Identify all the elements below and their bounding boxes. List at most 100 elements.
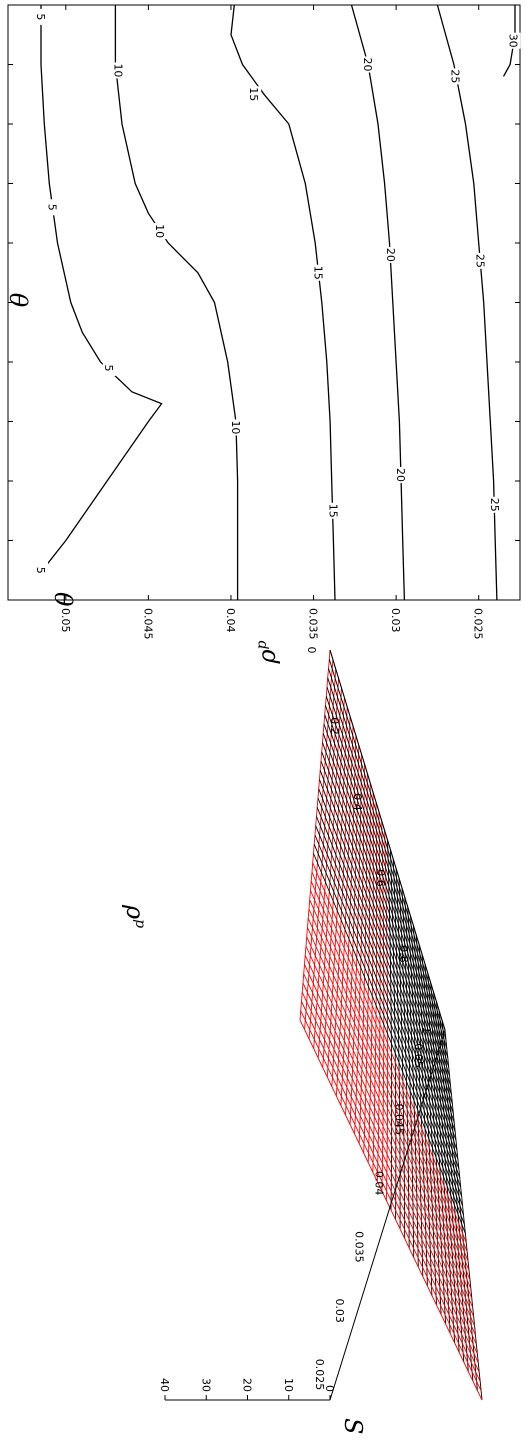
contour-label: 25 [488,498,501,512]
contour-label: 15 [312,266,325,280]
contour-rho-label: ρp [253,640,281,664]
surface-s-tick-label: 0 [323,1385,336,1392]
surface-grid-line [315,825,464,1206]
surface-grid-line [318,788,460,1169]
contour-label: 5 [34,567,47,574]
contour-rho-tick-label: 0.025 [472,608,485,640]
surface-rho-tick-label: 0.045 [392,1104,405,1136]
surface-grid-line [308,908,472,1290]
surface-s-tick-label: 20 [241,1378,254,1392]
surface-grid-line [313,853,466,1234]
contour-label: 10 [112,63,125,77]
surface-rho-tick-label: 0.03 [333,1298,346,1323]
surface-base-axis [329,649,446,1401]
contour-label-bg [102,359,116,376]
surface-grid-line [326,686,450,1068]
contour-label-bg [507,32,521,49]
surface-rho-tick-label: 0.05 [412,1043,425,1068]
surface-grid-line [324,714,452,1095]
contour-line [37,5,163,577]
contour-rho-tick-label: 0.05 [59,608,72,633]
contour-label: 5 [102,364,115,371]
contour-label-bg [153,223,167,240]
surface-grid-line [316,816,463,1197]
contour-label: 25 [449,69,462,83]
surface-theta-tick-label: 0.6 [374,869,387,887]
surface-grid-line [311,871,468,1253]
surface-theta-tick-label: 0 [305,647,318,654]
contour-label: 15 [326,504,339,518]
contour-label-bg [327,502,341,519]
contour-line [114,5,239,600]
surface-grid-line [354,763,365,1135]
surface-grid-line [314,834,464,1216]
surface-grid-line [301,1001,481,1382]
surface-theta-tick-label: 1 [420,1027,433,1034]
contour-rho-tick-label: 0.04 [224,608,237,633]
contour-theta-tick-label: 0.9 [0,532,2,550]
contour-theta-tick-label: 0.1 [0,56,2,74]
surface-s-ticks: 0 10 20 30 40 [158,1378,336,1400]
contour-theta-tick-label: 0.2 [0,115,2,133]
surface-rho-tick-label: 0.04 [372,1171,385,1196]
surface-grid-line [328,668,448,1049]
surface-grid-line [322,742,455,1123]
contour-theta-ticks: 0 0.1 0.2 0.3 0.4 0.5 0.6 0.7 0.8 0.9 [0,2,520,550]
surface-grid-line [327,677,449,1058]
contour-label-bg [35,562,49,579]
contour-rho-tick-label: 0.045 [141,608,154,640]
surface-grid-line [300,1010,482,1391]
contour-label-bg [248,86,262,103]
contour-lines [37,4,516,601]
surface-grid-line [304,955,476,1336]
surface-grid-line [328,659,447,1040]
contour-label: 30 [506,34,519,48]
surface-rho-tick-label: 0.025 [313,1359,326,1391]
surface-grid-line [310,881,469,1262]
surface-rho-ticks: 0.025 0.03 0.035 0.04 0.045 0.05 [313,1043,425,1390]
contour-labels: 5 5 5 5 10 10 10 15 15 15 20 20 20 25 25 25 30 [34,8,521,579]
contour-line [436,4,498,601]
surface-s-tick-label: 10 [282,1378,295,1392]
contour-label: 20 [384,248,397,262]
contour-label-bg [395,467,409,484]
contour-line [350,4,406,601]
contour-label-bg [229,419,243,436]
contour-label: 20 [361,58,374,72]
surface-s-label: S [339,1418,367,1434]
contour-theta-tick-label: 0.6 [0,353,2,371]
contour-label-bg [35,8,49,25]
contour-label-bg [489,496,503,513]
surface-grid-line [310,890,470,1271]
contour-line [502,5,516,77]
contour-theta-tick-label: 0.5 [0,294,2,312]
surface-grid-line [321,751,456,1132]
contour-label-bg [474,252,488,269]
surface-s-tick-label: 30 [199,1378,212,1392]
surface-grid-line [313,844,465,1225]
surface-grid-line [319,770,458,1151]
surface-grid-line [299,1019,483,1401]
contour-theta-tick-label: 0.8 [0,472,2,490]
contour-label: 10 [229,420,242,434]
surface-grid-line [320,760,457,1142]
surface-grid-line [317,797,461,1179]
surface-grid-line [304,964,477,1345]
contour-rho-tick-label: 0.035 [307,608,320,640]
contour-label-bg [312,264,326,281]
surface-grid-line [323,723,453,1105]
surface-grid-line [412,925,433,1296]
surface-grid-line [325,696,451,1077]
surface-grid-line [301,992,480,1373]
surface-theta-tick-label: 0.8 [397,945,410,963]
contour-label-bg [385,246,399,263]
surface-grid-line [302,982,479,1364]
contour-label: 15 [247,87,260,101]
contour-label: 5 [34,13,47,20]
surface-grid-line [322,733,454,1114]
contour-label-bg [362,56,376,73]
contour-rho-tick-label: 0.03 [389,608,402,633]
contour-theta-tick-label: 0.4 [0,234,2,252]
surface-rho-tick-label: 0.035 [353,1231,366,1263]
